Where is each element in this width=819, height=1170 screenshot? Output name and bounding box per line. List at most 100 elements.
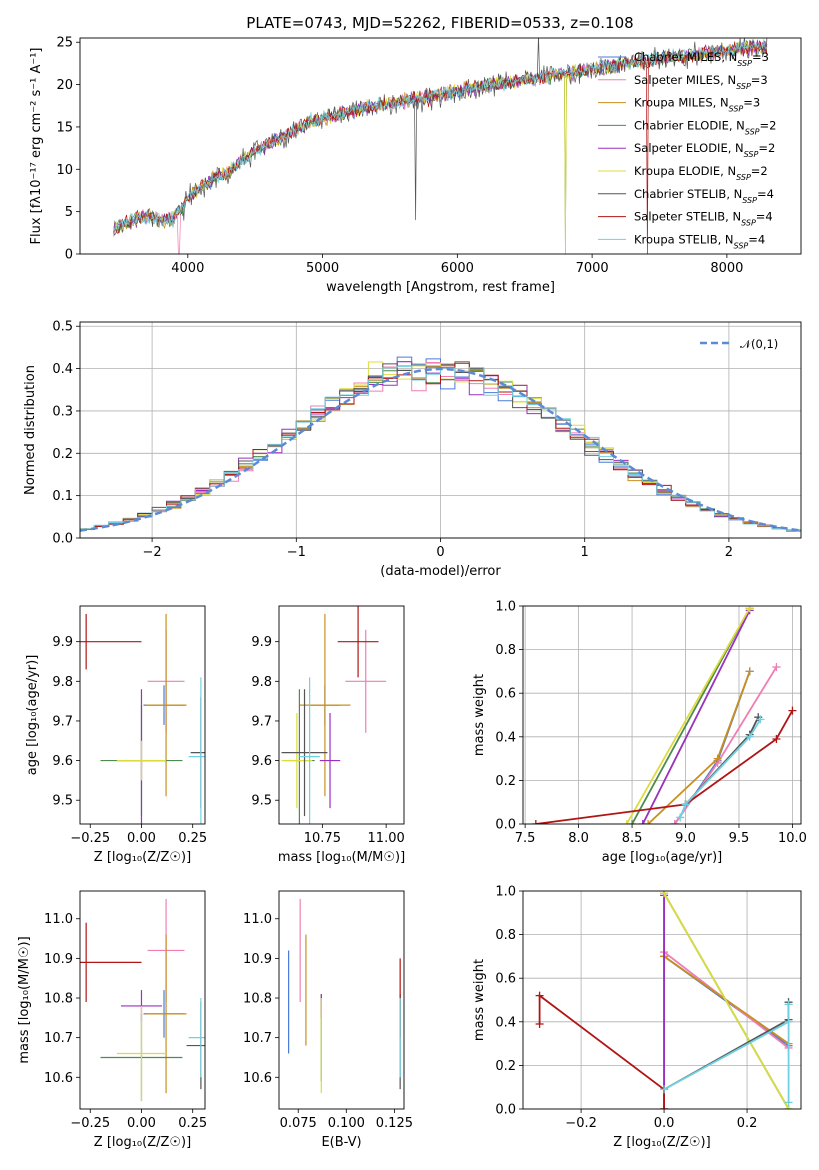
legend-label-chabrier-elodie: Chabrier ELODIE, NSSP=2 bbox=[634, 118, 776, 136]
tick-label-y: 9.8 bbox=[251, 675, 272, 690]
tick-label-x: 5000 bbox=[306, 261, 339, 276]
x-axis-label: (data-model)/error bbox=[380, 564, 501, 579]
tick-label-y: 5 bbox=[65, 205, 73, 220]
panel-spectrum: 4000 5000 6000 7000 8000 0 5 10 15 20 25 wavelength… bbox=[29, 36, 802, 295]
plot-area bbox=[80, 613, 205, 824]
tick-label-y: 10.7 bbox=[44, 1031, 73, 1046]
tick-label-y: 10 bbox=[56, 163, 73, 178]
legend-label-sub: SSP bbox=[729, 104, 744, 113]
tick-label-x: 7.5 bbox=[515, 831, 536, 846]
tick-label-y: 0.0 bbox=[495, 818, 516, 833]
weight-marker-salpeter-stelib bbox=[535, 991, 544, 1000]
weight-line-kroupa-miles bbox=[647, 671, 751, 824]
x-axis-label: Z [log₁₀(Z/Z☉)] bbox=[94, 1135, 191, 1150]
tick-label-x: −0.25 bbox=[70, 1116, 110, 1131]
weight-marker-kroupa-miles bbox=[745, 667, 754, 676]
weight-marker-kroupa-stelib bbox=[784, 1000, 793, 1009]
tick-label-y: 10.6 bbox=[243, 1071, 272, 1086]
panel-weight-vs-Z: −0.2 0.0 0.2 0.0 0.2 0.4 0.6 0.8 1.0 Z [log₁₀(Z/Z… bbox=[472, 885, 802, 1150]
axes-frame bbox=[522, 890, 802, 1110]
tick-label-y: 1.0 bbox=[495, 885, 516, 900]
legend-label-main: Chabrier ELODIE, N bbox=[634, 118, 745, 132]
legend-label-end: =4 bbox=[748, 232, 765, 246]
plot-area bbox=[80, 898, 205, 1102]
panel-age-vs-mass: 10.75 11.00 9.5 9.6 9.7 9.8 9.9 mass [log₁₀(M/M… bbox=[251, 605, 405, 865]
tick-label-y: 0.4 bbox=[495, 1015, 516, 1030]
x-axis-label: mass [log₁₀(M/M☉)] bbox=[278, 850, 405, 865]
weight-marker-kroupa-stelib bbox=[676, 813, 685, 822]
tick-label-x: 0.2 bbox=[737, 1116, 758, 1131]
legend-label-main: Salpeter MILES, N bbox=[634, 73, 736, 87]
tick-label-y: 1.0 bbox=[495, 600, 516, 615]
weight-marker-kroupa-stelib bbox=[784, 1098, 793, 1107]
weight-marker-kroupa-elodie bbox=[622, 820, 631, 824]
tick-label-x: 0.125 bbox=[376, 1116, 413, 1131]
weight-marker-salpeter-elodie bbox=[638, 820, 647, 824]
spectrum-line-salpeter-elodie bbox=[113, 39, 768, 232]
legend-label-sub: SSP bbox=[742, 195, 757, 204]
weight-line-kroupa-elodie bbox=[625, 607, 751, 824]
tick-label-x: 0.0 bbox=[654, 1116, 675, 1131]
weight-marker-salpeter-stelib bbox=[772, 734, 781, 743]
tick-label-y: 10.9 bbox=[44, 952, 73, 967]
axes-frame bbox=[79, 890, 206, 1110]
tick-label-y: 0.2 bbox=[495, 1059, 516, 1074]
legend-label-chabrier-stelib: Chabrier STELIB, NSSP=4 bbox=[634, 187, 774, 205]
tick-label-y: 0.2 bbox=[52, 447, 73, 462]
tick-label-x: −1 bbox=[287, 545, 306, 560]
tick-label-x: −2 bbox=[143, 545, 162, 560]
legend-label-main: Kroupa STELIB, N bbox=[634, 232, 734, 246]
plot-area bbox=[113, 38, 768, 254]
legend-label-chabrier-miles: Chabrier MILES, NSSP=3 bbox=[634, 50, 769, 68]
weight-line-kroupa-elodie bbox=[663, 892, 790, 1109]
figure-title: PLATE=0743, MJD=52262, FIBERID=0533, z=0… bbox=[246, 14, 633, 32]
legend-label-main: Salpeter ELODIE, N bbox=[634, 141, 744, 155]
weight-marker-kroupa-elodie bbox=[660, 891, 669, 898]
spectrum-line-chabrier-miles bbox=[113, 41, 768, 236]
plot-area bbox=[531, 606, 797, 824]
axes-frame bbox=[79, 321, 802, 539]
y-axis-label: Flux [fλ10⁻¹⁷ erg cm⁻² s⁻¹ A⁻¹] bbox=[29, 48, 44, 245]
weight-marker-salpeter-stelib bbox=[531, 820, 540, 824]
tick-label-y: 25 bbox=[56, 36, 73, 51]
x-axis-label: age [log₁₀(age/yr)] bbox=[602, 850, 723, 865]
weight-marker-salpeter-miles bbox=[670, 820, 679, 824]
tick-label-x: 0.100 bbox=[328, 1116, 365, 1131]
tick-label-x: 8.0 bbox=[568, 831, 589, 846]
tick-label-x: 10.0 bbox=[778, 831, 807, 846]
legend-label-salpeter-miles: Salpeter MILES, NSSP=3 bbox=[634, 73, 768, 91]
panel-mass-vs-Z: −0.25 0.00 0.25 10.6 10.7 10.8 10.9 11.0 Z [log₁… bbox=[17, 890, 207, 1150]
tick-label-x: −0.25 bbox=[70, 831, 110, 846]
panel-residuals: −2 −1 0 1 2 0.0 0.1 0.2 0.3 0.4 0.5 (data-model)/er… bbox=[23, 320, 802, 579]
normal-curve bbox=[80, 367, 801, 532]
legend-label-end: =4 bbox=[756, 210, 773, 224]
legend-label-sub: SSP bbox=[736, 81, 751, 90]
axes-frame bbox=[278, 890, 405, 1110]
y-axis-label: mass weight bbox=[472, 674, 487, 756]
tick-label-y: 9.6 bbox=[52, 754, 73, 769]
tick-label-y: 9.8 bbox=[52, 675, 73, 690]
plot-area bbox=[535, 891, 793, 1109]
tick-label-y: 11.0 bbox=[44, 912, 73, 927]
plot-area bbox=[80, 356, 801, 532]
histogram-salpeter-stelib bbox=[80, 362, 801, 532]
tick-label-x: 10.75 bbox=[304, 831, 341, 846]
y-axis-label: Normed distribution bbox=[23, 365, 38, 495]
tick-label-x: 6000 bbox=[441, 261, 474, 276]
tick-label-y: 15 bbox=[56, 120, 73, 135]
tick-label-y: 0 bbox=[65, 248, 73, 263]
weight-marker-kroupa-miles bbox=[644, 820, 653, 824]
legend-label-sub: SSP bbox=[744, 150, 759, 159]
tick-label-y: 0.5 bbox=[52, 320, 73, 335]
tick-label-y: 0.2 bbox=[495, 774, 516, 789]
tick-label-x: 0.00 bbox=[127, 831, 156, 846]
tick-label-x: 0 bbox=[436, 545, 444, 560]
legend-label-normal: 𝒩(0,1) bbox=[740, 337, 778, 351]
tick-label-x: 9.5 bbox=[729, 831, 750, 846]
legend-label-end: =3 bbox=[751, 73, 768, 87]
legend-label-end: =3 bbox=[743, 96, 760, 110]
plot-area bbox=[288, 898, 401, 1094]
x-axis-label: Z [log₁₀(Z/Z☉)] bbox=[94, 850, 191, 865]
legend-label-end: =2 bbox=[758, 141, 775, 155]
